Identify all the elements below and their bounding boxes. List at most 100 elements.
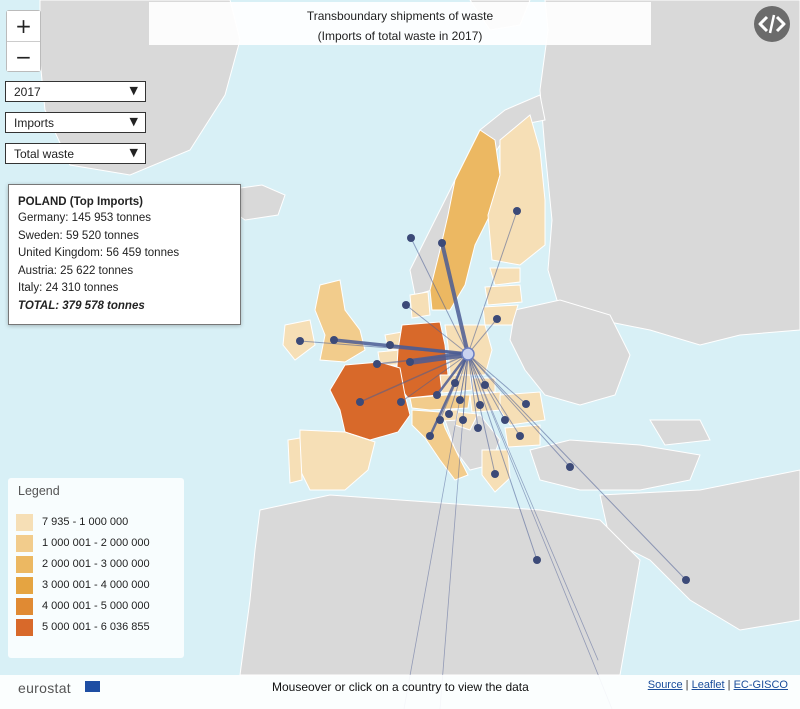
node-lithuania[interactable] — [493, 315, 501, 323]
caucasus[interactable] — [649, 419, 711, 446]
country-romania[interactable] — [499, 391, 546, 426]
country-finland[interactable] — [487, 114, 546, 266]
year-select-value: 2017 — [14, 85, 41, 99]
node-luxembourg[interactable] — [397, 398, 405, 406]
flow-select[interactable]: Imports ▼ — [5, 112, 146, 133]
node-france[interactable] — [356, 398, 364, 406]
node-sweden[interactable] — [438, 239, 446, 247]
legend-swatch — [16, 535, 33, 552]
flow-line — [467, 318, 498, 355]
footer-bar: eurostat Mouseover or click on a country… — [0, 675, 800, 709]
legend-swatch — [16, 577, 33, 594]
chevron-down-icon: ▼ — [129, 115, 138, 128]
country-denmark[interactable] — [409, 291, 431, 319]
flow-line — [467, 353, 571, 468]
flow-line — [403, 353, 469, 709]
node-italy[interactable] — [426, 432, 434, 440]
node-balkan-a[interactable] — [456, 396, 464, 404]
title-line1: Transboundary shipments of waste — [306, 9, 494, 23]
flow-line — [410, 237, 469, 355]
flow-line — [467, 353, 613, 709]
node-slovakia[interactable] — [481, 381, 489, 389]
node-belgium[interactable] — [373, 360, 381, 368]
node-finland[interactable] — [513, 207, 521, 215]
turkey[interactable] — [529, 439, 701, 491]
flow-line — [467, 353, 521, 437]
waste-type-select[interactable]: Total waste ▼ — [5, 143, 146, 164]
separator: | — [724, 679, 734, 691]
node-romania[interactable] — [522, 400, 530, 408]
flow-line — [359, 353, 469, 403]
legend-label: 3 000 001 - 4 000 000 — [42, 579, 150, 591]
russia-north[interactable] — [539, 0, 800, 346]
flow-line — [389, 344, 469, 355]
node-germany[interactable] — [406, 358, 414, 366]
country-portugal[interactable] — [287, 437, 303, 484]
chevron-down-icon: ▼ — [129, 84, 138, 97]
info-row: United Kingdom: 56 459 tonnes — [18, 247, 180, 259]
leaflet-link[interactable]: Leaflet — [691, 679, 725, 691]
node-turkey[interactable] — [566, 463, 574, 471]
node-slovenia[interactable] — [445, 410, 453, 418]
node-gulf[interactable] — [682, 576, 690, 584]
country-lithuania[interactable] — [482, 304, 519, 326]
node-egypt[interactable] — [533, 556, 541, 564]
node-bulgaria[interactable] — [516, 432, 524, 440]
eu-flag-icon — [85, 681, 100, 692]
legend-label: 1 000 001 - 2 000 000 — [42, 537, 150, 549]
node-balkan-c[interactable] — [474, 424, 482, 432]
country-france[interactable] — [329, 361, 411, 441]
info-row: Germany: 145 953 tonnes — [18, 212, 151, 224]
info-heading: POLAND (Top Imports) — [18, 196, 143, 208]
map-hint: Mouseover or click on a country to view … — [272, 680, 529, 694]
legend-swatch — [16, 619, 33, 636]
source-link[interactable]: Source — [647, 679, 683, 691]
code-icon — [758, 14, 786, 34]
legend-label: 5 000 001 - 6 036 855 — [42, 621, 150, 633]
zoom-out-button[interactable]: − — [7, 41, 40, 71]
node-balkan-b[interactable] — [436, 416, 444, 424]
separator: | — [682, 679, 692, 691]
legend-title: Legend — [18, 484, 60, 498]
node-greece[interactable] — [491, 470, 499, 478]
eurostat-logo[interactable]: eurostat — [18, 680, 71, 696]
flow-line — [467, 353, 527, 405]
node-denmark[interactable] — [402, 301, 410, 309]
north-africa[interactable] — [239, 494, 641, 676]
info-panel: POLAND (Top Imports) Germany: 145 953 to… — [8, 184, 241, 325]
embed-code-button[interactable] — [754, 6, 790, 42]
node-croatia[interactable] — [459, 416, 467, 424]
country-nodes — [296, 207, 690, 584]
attribution: Source | Leaflet | EC-GISCO — [648, 679, 788, 691]
legend-swatch — [16, 514, 33, 531]
zoom-in-button[interactable]: + — [7, 11, 40, 41]
flow-line — [435, 352, 470, 397]
flow-line — [400, 353, 469, 403]
waste-type-select-value: Total waste — [14, 147, 75, 161]
node-czechia[interactable] — [451, 379, 459, 387]
node-united-kingdom[interactable] — [330, 336, 338, 344]
gisco-link[interactable]: EC-GISCO — [733, 679, 788, 691]
legend-label: 7 935 - 1 000 000 — [42, 516, 129, 528]
flow-line — [439, 353, 469, 421]
flow-line — [467, 210, 518, 355]
node-ireland[interactable] — [296, 337, 304, 345]
zoom-control: + − — [6, 10, 41, 72]
flow-line — [376, 353, 469, 365]
year-select[interactable]: 2017 ▼ — [5, 81, 146, 102]
chevron-down-icon: ▼ — [129, 146, 138, 159]
node-norway[interactable] — [407, 234, 415, 242]
node-poland-selected[interactable] — [461, 347, 475, 361]
legend-swatch — [16, 556, 33, 573]
node-hungary[interactable] — [476, 401, 484, 409]
legend: Legend 7 935 - 1 000 000 1 000 001 - 2 0… — [8, 478, 184, 658]
info-row: Sweden: 59 520 tonnes — [18, 229, 139, 242]
country-austria[interactable] — [409, 394, 471, 411]
flow-line — [440, 241, 470, 356]
flow-line — [467, 353, 538, 561]
flow-line — [405, 304, 469, 355]
node-netherlands[interactable] — [386, 341, 394, 349]
node-balkan-d[interactable] — [501, 416, 509, 424]
node-austria[interactable] — [433, 391, 441, 399]
belarus-ukraine[interactable] — [509, 299, 631, 406]
